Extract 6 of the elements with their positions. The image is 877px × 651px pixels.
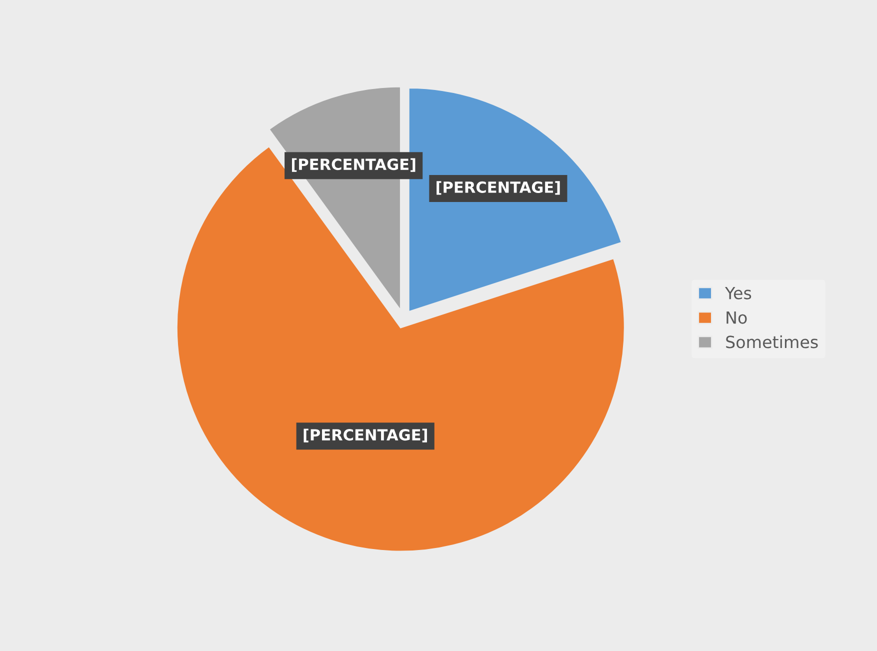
data-label: [PERCENTAGE] bbox=[304, 428, 427, 442]
legend-label: Yes bbox=[724, 286, 752, 300]
data-label: [PERCENTAGE] bbox=[292, 158, 416, 172]
legend-label: No bbox=[726, 311, 747, 324]
legend-label: Sometimes bbox=[726, 335, 818, 348]
data-label: [PERCENTAGE] bbox=[436, 181, 560, 195]
